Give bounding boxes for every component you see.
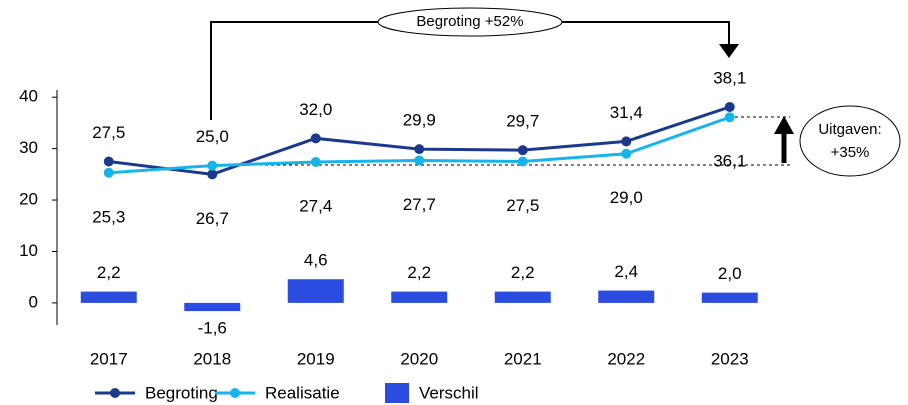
- legend-swatch: [110, 388, 120, 398]
- arrow-head: [774, 116, 794, 134]
- bar: [701, 292, 758, 303]
- point: [414, 144, 425, 155]
- value-label: 27,5: [506, 196, 539, 215]
- point: [517, 156, 528, 167]
- x-tick-label: 2020: [400, 349, 438, 368]
- bar-label: 2,2: [511, 263, 535, 282]
- y-tick-label: 40: [19, 87, 38, 106]
- annotation: +35%: [831, 144, 870, 161]
- bar-label: 2,4: [614, 262, 638, 281]
- legend-swatch: [230, 388, 240, 398]
- bar: [287, 279, 344, 303]
- value-label: 38,1: [713, 68, 746, 87]
- bar: [494, 291, 551, 303]
- legend-swatch: [385, 383, 409, 403]
- bar: [184, 302, 241, 312]
- x-tick-label: 2022: [607, 349, 645, 368]
- annotation: Begroting +52%: [416, 13, 523, 30]
- y-tick-label: 20: [19, 190, 38, 209]
- point: [103, 167, 114, 178]
- legend-label: Realisatie: [265, 383, 340, 402]
- value-label: 29,0: [610, 188, 643, 207]
- point: [310, 133, 321, 144]
- y-tick-label: 0: [29, 292, 38, 311]
- annotation-arrows: [210, 7, 901, 177]
- point: [621, 136, 632, 147]
- annotation: Uitgaven:: [818, 121, 881, 138]
- x-tick-label: 2018: [193, 349, 231, 368]
- bar: [598, 290, 655, 303]
- value-label: 29,9: [403, 111, 436, 130]
- value-label: 36,1: [713, 152, 746, 171]
- bar: [391, 291, 448, 303]
- x-tick-label: 2021: [504, 349, 542, 368]
- value-label: 27,5: [92, 123, 125, 142]
- bar-label: 2,2: [407, 263, 431, 282]
- arrow-head: [719, 44, 739, 58]
- bar-label: 2,0: [718, 264, 742, 283]
- value-label: 25,3: [92, 207, 125, 226]
- legend-label: Verschil: [419, 383, 479, 402]
- value-label: 26,7: [196, 209, 229, 228]
- value-label: 29,7: [506, 112, 539, 131]
- x-tick-label: 2019: [297, 349, 335, 368]
- y-tick-label: 10: [19, 241, 38, 260]
- x-tick-label: 2017: [90, 349, 128, 368]
- bracket: [210, 21, 730, 120]
- point: [621, 148, 632, 159]
- annotation-box: [377, 7, 563, 37]
- point: [207, 169, 218, 180]
- bar-label: -1,6: [198, 319, 227, 338]
- value-label: 32,0: [299, 100, 332, 119]
- annotation-box: [799, 105, 901, 177]
- value-label: 25,0: [196, 127, 229, 146]
- value-label: 27,4: [299, 196, 332, 215]
- legend-label: Begroting: [145, 383, 218, 402]
- point: [724, 101, 735, 112]
- bar: [80, 291, 137, 303]
- bar-label: 4,6: [304, 251, 328, 270]
- x-tick-label: 2023: [711, 349, 749, 368]
- point: [414, 155, 425, 166]
- point: [724, 112, 735, 123]
- value-label: 27,7: [403, 195, 436, 214]
- point: [310, 156, 321, 167]
- y-tick-label: 30: [19, 138, 38, 157]
- value-label: 31,4: [610, 103, 643, 122]
- point: [207, 160, 218, 171]
- point: [517, 145, 528, 156]
- point: [103, 156, 114, 167]
- bar-label: 2,2: [97, 263, 121, 282]
